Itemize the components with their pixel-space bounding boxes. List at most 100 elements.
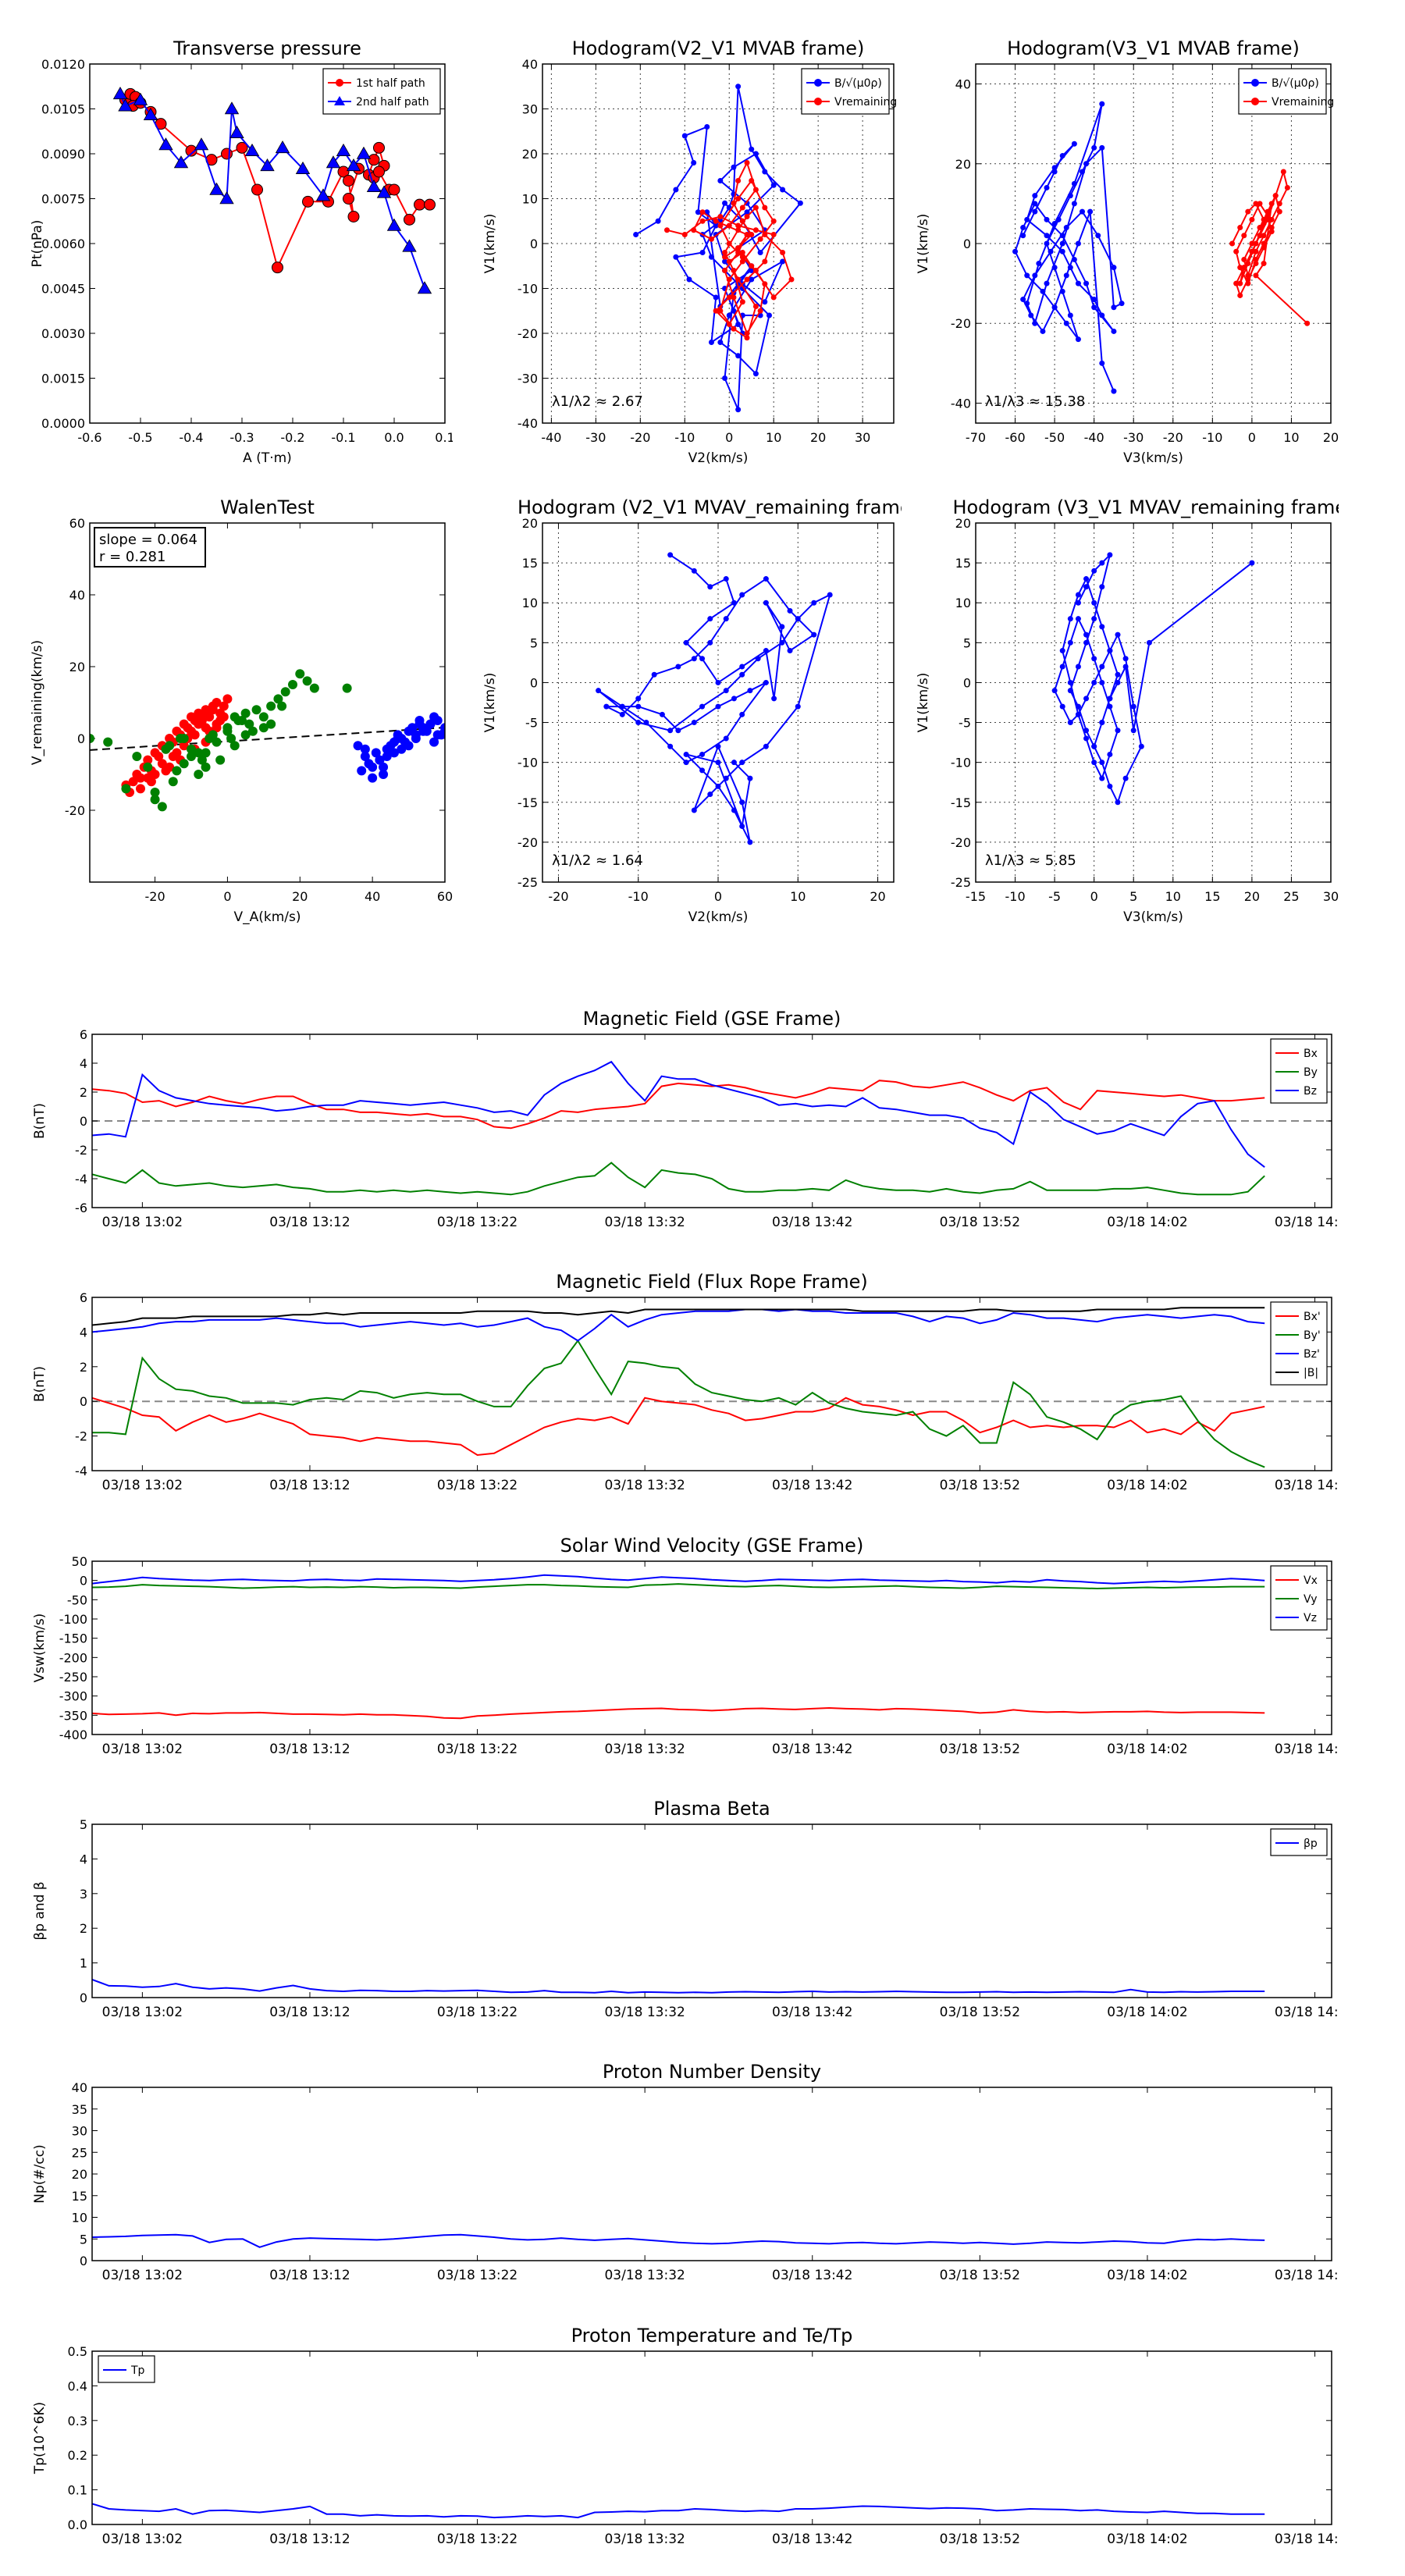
legend-marker — [1251, 79, 1259, 87]
data-point — [747, 775, 753, 781]
data-point — [1107, 751, 1113, 757]
data-point — [1099, 101, 1105, 107]
data-point — [121, 784, 131, 794]
data-point — [681, 232, 688, 237]
data-point — [723, 735, 729, 742]
data-point — [1268, 225, 1275, 231]
legend-label: Vy — [1304, 1593, 1318, 1606]
data-point — [1059, 233, 1065, 239]
data-point — [258, 712, 269, 722]
x-tick-label: 20 — [292, 889, 308, 904]
data-point — [1268, 216, 1275, 222]
data-point — [735, 84, 742, 90]
x-tick-label: 03/18 13:12 — [269, 1215, 350, 1230]
data-point — [619, 711, 625, 717]
data-point — [417, 281, 432, 294]
data-point — [342, 683, 352, 693]
y-tick-label: -150 — [59, 1631, 87, 1646]
data-point — [739, 664, 745, 670]
data-point — [762, 299, 768, 305]
x-tick-label: -50 — [1044, 430, 1065, 445]
data-point — [251, 705, 261, 715]
y-tick-label: 0.3 — [68, 2414, 87, 2428]
data-point — [1111, 265, 1117, 271]
data-point — [667, 728, 674, 734]
chart-hr31: Hodogram (V3_V1 MVAV_remaining frame) -25… — [916, 496, 1339, 925]
chart-bgse: Magnetic Field (GSE Frame) -6 -4 -2 0 2 4 6 03/1… — [32, 1008, 1339, 1230]
fit-line — [90, 727, 445, 751]
y-tick-label: 5 — [530, 635, 538, 650]
data-point — [1276, 201, 1282, 207]
plot-frame — [89, 522, 446, 883]
data-point — [722, 258, 728, 265]
x-tick-label: -20 — [145, 889, 165, 904]
y-tick-label: -10 — [518, 282, 538, 297]
x-tick-label: 20 — [1244, 889, 1260, 904]
data-point — [699, 751, 706, 757]
data-point — [347, 211, 360, 222]
x-tick-label: 03/18 13:22 — [437, 1478, 518, 1493]
data-point — [1091, 616, 1097, 622]
data-point — [201, 705, 211, 715]
data-point — [752, 268, 759, 273]
x-tick-label: 30 — [1323, 889, 1339, 904]
legend-box — [1238, 68, 1327, 115]
x-tick-label: 03/18 13:22 — [437, 2005, 518, 2020]
data-point — [726, 312, 732, 318]
data-point — [1245, 208, 1251, 215]
x-tick-label: 0.0 — [384, 430, 404, 445]
legend-marker — [814, 98, 822, 105]
data-point — [1099, 720, 1105, 726]
data-point — [713, 308, 719, 314]
data-point — [1071, 201, 1077, 207]
plot-layer — [92, 1574, 1265, 1720]
y-tick-label: 0.1 — [68, 2483, 87, 2498]
data-point — [744, 209, 750, 215]
legend-label: 2nd half path — [356, 96, 429, 109]
x-tick-label: 5 — [1129, 889, 1137, 904]
data-point — [240, 708, 251, 718]
data-point — [143, 773, 153, 783]
plot-area — [90, 64, 445, 423]
y-tick-label: 20 — [522, 516, 538, 531]
data-point — [154, 752, 164, 761]
data-point — [168, 777, 178, 787]
data-point — [1075, 664, 1081, 670]
data-point — [1099, 760, 1105, 766]
data-point — [1253, 248, 1259, 254]
y-tick-label: -4 — [75, 1464, 87, 1478]
data-point — [1261, 240, 1267, 247]
series-line-Bz — [92, 1060, 1265, 1168]
y-tick-label: 20 — [955, 516, 971, 531]
plot-frame — [91, 1034, 1332, 1208]
y-axis-label: V_remaining(km/s) — [30, 640, 45, 765]
data-point — [747, 839, 753, 845]
y-tick-label: -100 — [59, 1612, 87, 1627]
data-point — [683, 751, 689, 757]
legend-label: By' — [1304, 1329, 1321, 1342]
x-tick-label: 10 — [1283, 430, 1299, 445]
data-point — [1111, 328, 1117, 334]
data-point — [295, 161, 311, 174]
data-point — [1051, 165, 1058, 171]
plot-frame — [91, 2350, 1332, 2525]
data-point — [1067, 616, 1073, 622]
data-point — [244, 719, 254, 729]
data-point — [1284, 184, 1290, 190]
data-point — [1083, 696, 1090, 702]
data-point — [1091, 743, 1097, 749]
chart-walen: WalenTest -20 0 20 40 60 -20 0 20 40 60 V_A(km/s) V_… — [30, 496, 453, 925]
data-point — [404, 213, 415, 226]
data-point — [735, 222, 742, 229]
stats-box — [94, 527, 206, 568]
data-point — [739, 592, 745, 598]
data-point — [1075, 703, 1081, 710]
data-point — [722, 250, 728, 255]
chart-hv21: Hodogram(V2_V1 MVAB frame) -40 -30 -20 -10 0 1… — [482, 37, 897, 466]
data-point — [407, 723, 418, 733]
data-point — [1249, 240, 1255, 247]
x-tick-label: -10 — [1202, 430, 1222, 445]
data-point — [1253, 201, 1259, 207]
data-point — [717, 340, 724, 345]
data-point — [1091, 568, 1097, 574]
